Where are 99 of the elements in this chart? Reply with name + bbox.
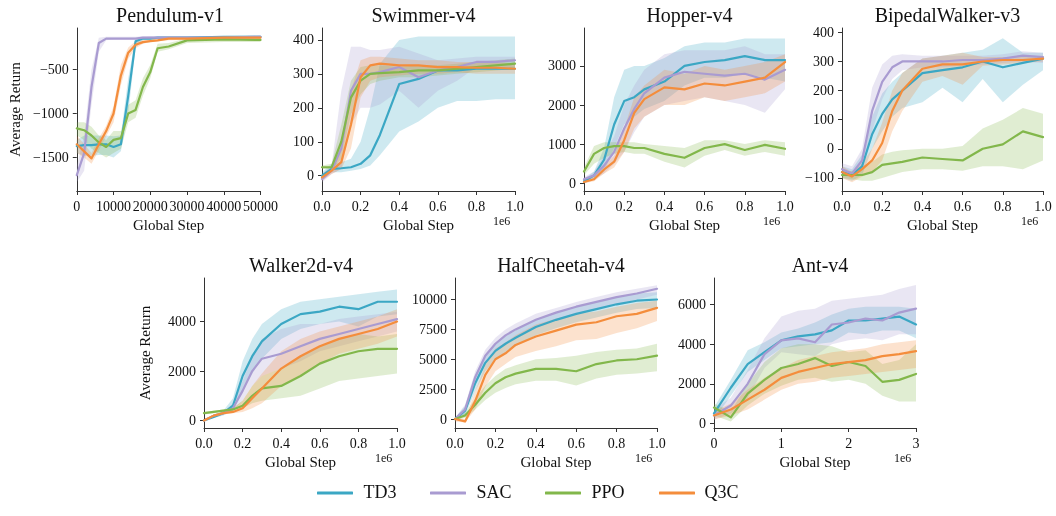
x-tick-label: 0.6 xyxy=(311,435,329,451)
chart-title: Hopper-v4 xyxy=(646,4,733,27)
y-tick-label: 7500 xyxy=(419,321,447,337)
x-tick-label: 0.0 xyxy=(313,198,331,214)
x-tick-label: 1.0 xyxy=(648,435,666,451)
x-tick-label: 0.4 xyxy=(913,198,932,214)
chart-title: HalfCheetah-v4 xyxy=(497,254,625,276)
y-tick-label: 10000 xyxy=(412,292,447,308)
chart-title: Swimmer-v4 xyxy=(371,4,476,26)
x-tick-label: 0.8 xyxy=(994,198,1012,214)
line-series xyxy=(840,130,1045,177)
text: 1e6 xyxy=(763,214,781,228)
y-tick-label: 4000 xyxy=(168,314,196,330)
x-tick-label: 0.0 xyxy=(833,198,851,214)
y-tick-label: 0 xyxy=(827,141,834,157)
x-tick-label: 50000 xyxy=(243,198,278,214)
y-tick-label: 0 xyxy=(569,175,576,191)
y-axis-title: Average Return xyxy=(6,61,23,157)
y-tick-label: 0 xyxy=(440,411,447,427)
y-tick-label: 200 xyxy=(813,83,834,99)
x-tick-label: 3 xyxy=(912,435,920,451)
x-axis-title: Global Step xyxy=(648,217,721,234)
x-tick-label: 0.8 xyxy=(736,198,754,214)
x-tick-label: 1.0 xyxy=(506,198,524,214)
chart-title: Ant-v4 xyxy=(791,254,849,276)
x-tick-label: 0.6 xyxy=(953,198,972,214)
x-axis-title: Global Step xyxy=(133,217,205,234)
x-tick-label: 0.6 xyxy=(567,435,585,451)
x-tick-label: 10000 xyxy=(96,198,132,214)
x-tick-label: 2 xyxy=(845,435,853,451)
y-tick-label: 1000 xyxy=(548,136,576,152)
y-tick-label: 5000 xyxy=(419,351,447,367)
y-tick-label: −1000 xyxy=(32,105,69,121)
x-axis-title: Global Step xyxy=(382,217,455,234)
x-tick-label: 1.0 xyxy=(1034,198,1052,214)
legend-label: TD3 xyxy=(363,482,397,503)
y-tick-label: 300 xyxy=(293,66,314,82)
x-tick-label: 1 xyxy=(777,435,785,451)
line-series xyxy=(453,354,659,421)
x-tick-label: 1.0 xyxy=(388,435,406,451)
x-tick-label: 0.8 xyxy=(607,435,626,451)
y-tick-label: 6000 xyxy=(678,297,706,313)
x-tick-label: 0.2 xyxy=(486,435,505,451)
x-tick-label: 0.4 xyxy=(390,198,408,214)
y-axis-title: Average Return xyxy=(136,305,153,401)
x-tick-label: 40000 xyxy=(206,198,242,214)
y-tick-label: 0 xyxy=(699,415,706,431)
text: 1e6 xyxy=(1021,214,1039,228)
y-tick-label: 2500 xyxy=(419,381,447,397)
x-tick-label: 0.8 xyxy=(467,198,486,214)
chart-title: BipedalWalker-v3 xyxy=(874,4,1021,27)
y-tick-label: 300 xyxy=(813,53,834,69)
text: 1e6 xyxy=(635,451,653,465)
y-tick-label: −100 xyxy=(805,170,834,186)
x-tick-label: 0.6 xyxy=(429,198,447,214)
x-tick-label: 0.0 xyxy=(195,435,213,451)
x-axis-title: Global Step xyxy=(779,454,851,471)
x-tick-label: 0.4 xyxy=(527,435,545,451)
x-tick-label: 0.8 xyxy=(349,435,368,451)
y-tick-label: 0 xyxy=(189,413,196,429)
y-tick-label: 2000 xyxy=(168,363,196,379)
line-series xyxy=(202,347,399,415)
legend-label: Q3C xyxy=(704,482,739,503)
x-axis-title: Global Step xyxy=(520,454,592,471)
x-tick-label: 0.2 xyxy=(233,435,252,451)
y-tick-label: 400 xyxy=(293,32,314,48)
y-tick-label: 2000 xyxy=(678,376,706,392)
x-tick-label: 0.0 xyxy=(446,435,464,451)
x-tick-label: 0.0 xyxy=(575,198,593,214)
y-tick-label: 4000 xyxy=(678,336,706,352)
x-tick-label: 0.6 xyxy=(695,198,714,214)
chart-title: Walker2d-v4 xyxy=(249,254,353,276)
x-tick-label: 0 xyxy=(710,435,718,451)
y-tick-label: 2000 xyxy=(548,97,576,113)
chart-title: Pendulum-v1 xyxy=(116,4,224,26)
text: 1e6 xyxy=(375,451,393,465)
x-tick-label: 0.2 xyxy=(351,198,370,214)
y-tick-label: −1500 xyxy=(32,150,69,166)
y-tick-label: 100 xyxy=(293,134,314,150)
x-tick-label: 0.4 xyxy=(272,435,290,451)
text: 1e6 xyxy=(894,451,912,465)
y-tick-label: 0 xyxy=(307,168,314,184)
legend-label: PPO xyxy=(591,482,625,503)
x-tick-label: 0.2 xyxy=(873,198,891,214)
y-tick-label: −500 xyxy=(39,61,69,77)
x-tick-label: 1.0 xyxy=(776,198,794,214)
y-tick-label: 400 xyxy=(813,24,834,40)
x-tick-label: 20000 xyxy=(132,198,168,214)
text: 1e6 xyxy=(493,214,511,228)
x-axis-title: Global Step xyxy=(264,454,337,471)
x-tick-label: 0 xyxy=(73,198,81,214)
x-axis-title: Global Step xyxy=(906,217,979,234)
y-tick-label: 100 xyxy=(813,112,834,128)
legend-label: SAC xyxy=(476,482,512,503)
y-tick-label: 200 xyxy=(293,100,314,116)
x-tick-label: 30000 xyxy=(169,198,205,214)
y-tick-label: 3000 xyxy=(548,58,576,74)
x-tick-label: 0.4 xyxy=(655,198,674,214)
x-tick-label: 0.2 xyxy=(615,198,633,214)
